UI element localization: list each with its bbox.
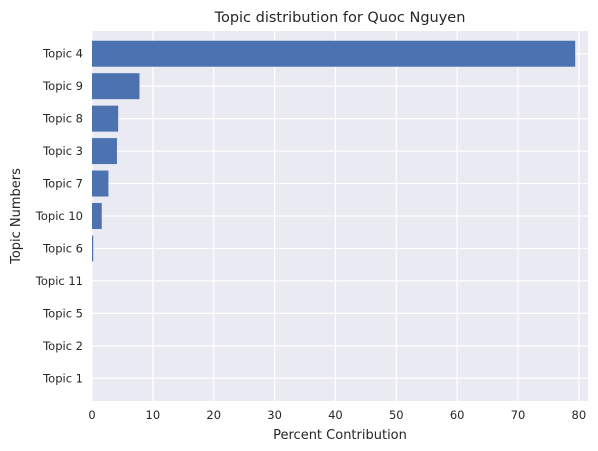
- x-tick-label: 60: [450, 408, 465, 422]
- bar-topic-6: [92, 235, 94, 262]
- y-tick-label: Topic 1: [42, 371, 83, 385]
- x-tick-label: 10: [146, 408, 161, 422]
- x-tick-labels: 0 10 20 30 40 50 60 70 80: [88, 408, 586, 422]
- y-axis-label: Topic Numbers: [9, 168, 24, 265]
- x-tick-label: 80: [572, 408, 587, 422]
- y-tick-label: Topic 11: [35, 274, 83, 288]
- y-tick-label: Topic 10: [35, 209, 83, 223]
- y-tick-label: Topic 3: [42, 144, 83, 158]
- bar-topic-4: [92, 40, 576, 67]
- chart-title: Topic distribution for Quoc Nguyen: [214, 10, 466, 26]
- y-tick-label: Topic 9: [42, 79, 83, 93]
- x-tick-label: 20: [206, 408, 221, 422]
- bar-topic-9: [92, 73, 140, 100]
- y-tick-labels: Topic 4 Topic 9 Topic 8 Topic 3 Topic 7 Topic…: [35, 47, 83, 386]
- bar-topic-10: [92, 203, 102, 229]
- x-tick-label: 70: [511, 408, 526, 422]
- y-tick-label: Topic 6: [42, 241, 83, 255]
- y-tick-label: Topic 4: [42, 47, 83, 61]
- bar-topic-7: [92, 170, 109, 197]
- bar-topic-3: [92, 138, 117, 165]
- y-tick-label: Topic 7: [42, 177, 83, 191]
- x-axis-label: Percent Contribution: [273, 428, 407, 443]
- x-tick-label: 30: [267, 408, 282, 422]
- y-tick-label: Topic 5: [42, 306, 83, 320]
- grid-lines: [91, 31, 588, 401]
- y-tick-label: Topic 2: [42, 339, 83, 353]
- bar-topic-8: [92, 105, 119, 132]
- y-tick-label: Topic 8: [42, 112, 83, 126]
- x-tick-label: 40: [328, 408, 343, 422]
- bars: [92, 40, 576, 262]
- x-tick-label: 50: [389, 408, 404, 422]
- x-tick-label: 0: [88, 408, 95, 422]
